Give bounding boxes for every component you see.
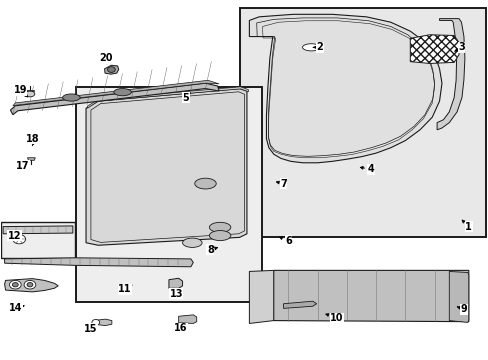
Ellipse shape	[92, 319, 100, 325]
Polygon shape	[448, 271, 468, 322]
Text: 6: 6	[279, 236, 291, 246]
Polygon shape	[27, 158, 35, 160]
Polygon shape	[3, 226, 73, 234]
Text: 19: 19	[14, 85, 28, 97]
Bar	[239, 8, 485, 237]
Polygon shape	[283, 301, 316, 309]
Text: 9: 9	[456, 304, 467, 314]
Ellipse shape	[62, 94, 80, 101]
Text: 20: 20	[99, 53, 112, 64]
Text: 14: 14	[9, 303, 24, 313]
Text: 17: 17	[16, 161, 30, 171]
Polygon shape	[436, 19, 464, 130]
Polygon shape	[409, 35, 458, 63]
Text: 3: 3	[454, 42, 464, 52]
Polygon shape	[93, 319, 112, 325]
Ellipse shape	[209, 230, 230, 240]
Text: 4: 4	[360, 164, 374, 174]
Polygon shape	[178, 315, 196, 323]
Text: 12: 12	[8, 231, 21, 240]
Text: 13: 13	[169, 288, 183, 299]
Polygon shape	[273, 270, 468, 321]
Ellipse shape	[13, 234, 25, 244]
Ellipse shape	[114, 89, 131, 96]
Polygon shape	[4, 258, 193, 267]
Text: 15: 15	[84, 324, 98, 334]
Polygon shape	[168, 278, 182, 288]
Polygon shape	[86, 89, 246, 245]
Ellipse shape	[182, 238, 202, 247]
Ellipse shape	[209, 222, 230, 232]
Bar	[0, 222, 75, 258]
Text: 2: 2	[313, 42, 323, 52]
Polygon shape	[87, 87, 248, 108]
Polygon shape	[104, 65, 119, 74]
Ellipse shape	[107, 67, 115, 72]
Text: 18: 18	[25, 134, 39, 144]
Ellipse shape	[9, 280, 21, 289]
Ellipse shape	[12, 283, 18, 287]
Ellipse shape	[25, 91, 35, 97]
Polygon shape	[28, 138, 37, 140]
Ellipse shape	[194, 178, 216, 189]
Ellipse shape	[302, 44, 320, 51]
Text: 7: 7	[276, 179, 286, 189]
Text: 1: 1	[461, 220, 471, 231]
Polygon shape	[4, 279, 58, 292]
Text: 10: 10	[325, 313, 343, 323]
Polygon shape	[10, 83, 219, 115]
Ellipse shape	[27, 283, 33, 287]
Text: 11: 11	[118, 284, 132, 294]
Text: 16: 16	[174, 323, 187, 333]
Polygon shape	[249, 270, 276, 323]
Bar	[76, 87, 261, 302]
Ellipse shape	[24, 280, 36, 289]
Polygon shape	[249, 14, 441, 163]
Text: 5: 5	[182, 93, 190, 103]
Polygon shape	[13, 80, 219, 106]
Text: 8: 8	[206, 245, 217, 255]
